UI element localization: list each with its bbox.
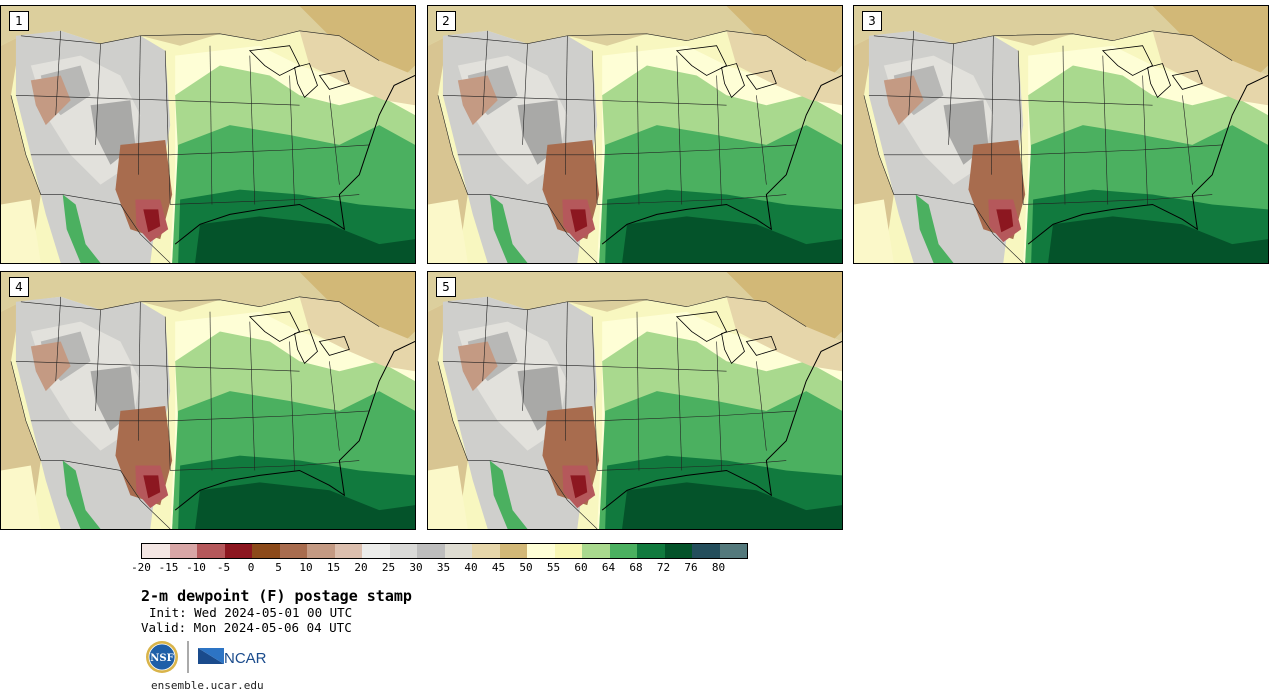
colorbar-swatch (609, 544, 637, 558)
colorbar-tick-label: 55 (546, 561, 561, 574)
panel-number-label: 2 (436, 11, 456, 31)
colorbar-tick-label: 5 (275, 561, 282, 574)
colorbar-swatch (279, 544, 307, 558)
panel-number-label: 1 (9, 11, 29, 31)
colorbar-ticks: -20 -15 -10 -5 0 5 10 15 20 25 30 35 40 45 50 55 60 64 68 7… (0, 561, 800, 577)
colorbar-tick-label: 68 (629, 561, 643, 574)
website-url[interactable]: ensemble.ucar.edu (151, 679, 264, 692)
plot-title: 2-m dewpoint (F) postage stamp (141, 587, 412, 605)
colorbar-tick-label: 72 (656, 561, 671, 574)
colorbar-swatch (554, 544, 582, 558)
colorbar-swatch (472, 544, 500, 558)
colorbar-tick-label: -5 (216, 561, 231, 574)
colorbar-tick-label: 25 (381, 561, 396, 574)
colorbar-swatch (527, 544, 555, 558)
map-svg (1, 272, 415, 529)
colorbar-tick-label: -20 (131, 561, 151, 574)
ncar-logo-icon: NCAR (198, 648, 267, 667)
panel-number-label: 4 (9, 277, 29, 297)
colorbar-swatch (499, 544, 527, 558)
colorbar-swatch (582, 544, 610, 558)
colorbar-swatch (417, 544, 445, 558)
map-svg (428, 272, 842, 529)
colorbar (141, 543, 748, 559)
colorbar-swatch (664, 544, 692, 558)
colorbar-swatch (719, 544, 747, 558)
logos: NSF NCAR (145, 638, 285, 676)
colorbar-tick-label: 50 (519, 561, 533, 574)
colorbar-swatch (692, 544, 720, 558)
map-svg (1, 6, 415, 263)
colorbar-tick-label: 60 (574, 561, 588, 574)
panel-number-label: 5 (436, 277, 456, 297)
map-panel-1: 1 (0, 5, 416, 264)
map-svg (854, 6, 1268, 263)
colorbar-swatch (197, 544, 225, 558)
colorbar-swatch (362, 544, 390, 558)
valid-time: Valid: Mon 2024-05-06 04 UTC (141, 620, 352, 635)
colorbar-tick-label: 20 (354, 561, 368, 574)
map-panel-3: 3 (853, 5, 1269, 264)
panel-number-label: 3 (862, 11, 882, 31)
nsf-logo-icon: NSF (146, 641, 178, 673)
colorbar-swatch (169, 544, 197, 558)
colorbar-tick-label: 64 (601, 561, 616, 574)
colorbar-tick-label: 40 (464, 561, 478, 574)
init-time: Init: Wed 2024-05-01 00 UTC (149, 605, 353, 620)
colorbar-tick-label: 45 (491, 561, 506, 574)
colorbar-tick-label: 0 (247, 561, 255, 574)
colorbar-tick-label: 10 (299, 561, 313, 574)
colorbar-swatch (334, 544, 362, 558)
colorbar-tick-label: -15 (158, 561, 179, 574)
map-panel-2: 2 (427, 5, 843, 264)
colorbar-tick-label: 30 (409, 561, 423, 574)
nsf-logo-text: NSF (150, 653, 173, 664)
colorbar-tick-label: 35 (436, 561, 451, 574)
map-panel-4: 4 (0, 271, 416, 530)
colorbar-swatch (637, 544, 665, 558)
map-panel-5: 5 (427, 271, 843, 530)
ncar-logo-text: NCAR (224, 650, 267, 667)
colorbar-tick-label: 80 (711, 561, 726, 574)
colorbar-swatch (307, 544, 335, 558)
colorbar-swatch (252, 544, 280, 558)
colorbar-tick-label: -10 (186, 561, 206, 574)
colorbar-tick-label: 76 (684, 561, 698, 574)
colorbar-tick-label: 15 (326, 561, 341, 574)
colorbar-swatch (142, 544, 170, 558)
map-svg (428, 6, 842, 263)
colorbar-swatch (389, 544, 417, 558)
logo-svg: NSF NCAR (146, 641, 267, 673)
colorbar-swatch (224, 544, 252, 558)
colorbar-swatch (444, 544, 472, 558)
